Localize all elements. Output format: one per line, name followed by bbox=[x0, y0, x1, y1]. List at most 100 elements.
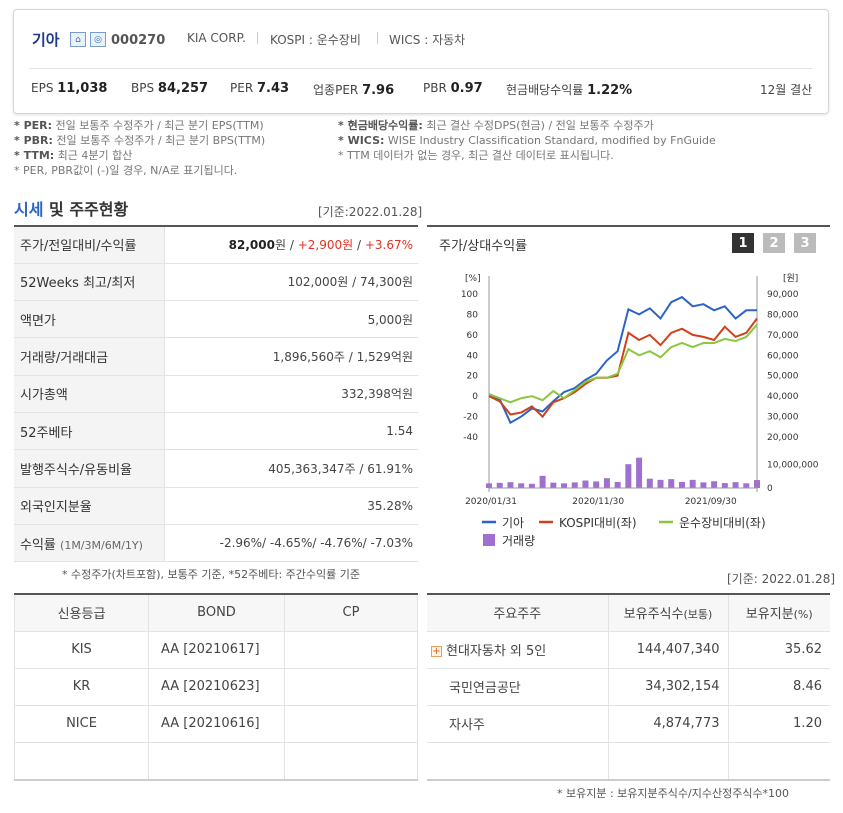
chart-page-3-button[interactable]: 3 bbox=[794, 233, 816, 253]
note-negative: * PER, PBR값이 (-)일 경우, N/A로 표기됩니다. bbox=[14, 164, 238, 177]
company-name: 기아 bbox=[32, 31, 60, 49]
x-tick-label: 2020/11/30 bbox=[572, 497, 624, 507]
volume-bar bbox=[539, 475, 546, 488]
chart-title: 주가/상대수익률 bbox=[439, 239, 528, 254]
holder-shares: 4,874,773 bbox=[608, 705, 729, 743]
divider bbox=[427, 779, 830, 781]
metric-dividend-yield: 현금배당수익률 1.22% bbox=[506, 83, 633, 98]
stock-code: 000270 bbox=[111, 33, 166, 48]
divider bbox=[257, 32, 258, 44]
row-label: 52Weeks 최고/최저 bbox=[14, 263, 165, 302]
row-label: 외국인지분율 bbox=[14, 487, 165, 525]
volume-tick-label: 10,000,000 bbox=[767, 461, 819, 471]
row-label: 주가/전일대비/수익률 bbox=[14, 224, 165, 264]
home-icon[interactable]: ⌂ bbox=[70, 32, 86, 47]
table-row: + 현대자동차 외 5인 144,407,340 35.62 bbox=[427, 631, 830, 669]
homepage-icon[interactable]: ◎ bbox=[90, 32, 106, 47]
metric-pbr: PBR 0.97 bbox=[423, 81, 483, 96]
holders-base-date: [기준: 2022.01.28] bbox=[727, 572, 836, 586]
note-dividend: * 현금배당수익률: 최근 결산 수정DPS(현금) / 전일 보통주 수정주가 bbox=[338, 119, 654, 132]
volume-bar bbox=[614, 481, 621, 488]
chart-page-2-button[interactable]: 2 bbox=[763, 233, 785, 253]
row-value: 332,398억원 bbox=[164, 375, 418, 413]
bond-rating: AA [20210616] bbox=[148, 704, 285, 743]
row-value: 102,000원 / 74,300원 bbox=[164, 263, 418, 302]
cp-rating bbox=[284, 630, 418, 669]
holder-name bbox=[427, 742, 609, 780]
holder-ratio: 1.20 bbox=[728, 705, 830, 743]
holder-name[interactable]: + 현대자동차 외 5인 bbox=[427, 631, 609, 669]
cp-rating bbox=[284, 741, 418, 780]
row-label: 52주베타 bbox=[14, 412, 165, 451]
volume-bar bbox=[668, 479, 675, 488]
table-header-row: 주요주주 보유주식수(보통) 보유지분(%) bbox=[427, 593, 830, 632]
english-name: KIA CORP. bbox=[187, 31, 246, 45]
row-value: 405,363,347주 / 61.91% bbox=[164, 449, 418, 488]
right-tick-label: 80,000 bbox=[767, 310, 799, 320]
right-tick-label: 30,000 bbox=[767, 413, 799, 423]
quote-base-date: [기준:2022.01.28] bbox=[318, 205, 423, 219]
section-title: 시세 및 주주현황 bbox=[14, 200, 129, 219]
volume-bar bbox=[571, 482, 578, 488]
volume-bar bbox=[603, 478, 610, 488]
right-tick-label: 20,000 bbox=[767, 433, 799, 443]
col-header: CP bbox=[284, 593, 418, 632]
row-label: 발행주식수/유동비율 bbox=[14, 449, 165, 488]
notes-right: * 현금배당수익률: 최근 결산 수정DPS(현금) / 전일 보통주 수정주가… bbox=[338, 118, 716, 163]
volume-bar bbox=[689, 479, 696, 488]
credit-rating-table: 신용등급 BOND CP KIS AA [20210617] KR AA [2021… bbox=[14, 593, 418, 780]
col-header: 보유주식수(보통) bbox=[608, 593, 729, 632]
metric-eps: EPS 11,038 bbox=[31, 81, 108, 96]
holder-shares: 144,407,340 bbox=[608, 631, 729, 669]
table-row: 시가총액 332,398억원 bbox=[14, 375, 418, 413]
holder-ratio: 35.62 bbox=[728, 631, 830, 669]
right-tick-label: 70,000 bbox=[767, 331, 799, 341]
row-value: 1,896,560주 / 1,529억원 bbox=[164, 337, 418, 376]
note-ttm: * TTM: 최근 4분기 합산 bbox=[14, 149, 133, 162]
left-tick-label: 40 bbox=[467, 351, 479, 361]
table-row: 52Weeks 최고/최저 102,000원 / 74,300원 bbox=[14, 263, 418, 302]
settlement-month: 12월 결산 bbox=[760, 83, 813, 97]
bond-rating: AA [20210617] bbox=[148, 630, 285, 669]
volume-bar bbox=[507, 482, 514, 488]
table-row: 거래량/거래대금 1,896,560주 / 1,529억원 bbox=[14, 337, 418, 376]
right-tick-label: 60,000 bbox=[767, 351, 799, 361]
wics-sector: WICS : 자동차 bbox=[389, 33, 466, 47]
left-tick-label: 100 bbox=[461, 290, 478, 300]
volume-tick-label: 0 bbox=[767, 484, 773, 494]
row-label: 수익률 (1M/3M/6M/1Y) bbox=[14, 524, 165, 563]
holder-ratio bbox=[728, 742, 830, 780]
bond-rating bbox=[148, 741, 285, 780]
x-tick-label: 2020/01/31 bbox=[465, 497, 517, 507]
volume-bar bbox=[518, 483, 525, 488]
right-tick-label: 50,000 bbox=[767, 372, 799, 382]
table-row: KR AA [20210623] bbox=[14, 667, 418, 706]
chart-page-1-button[interactable]: 1 bbox=[732, 233, 754, 253]
metric-bps: BPS 84,257 bbox=[131, 81, 209, 96]
table-row bbox=[427, 742, 830, 780]
holders-footnote: * 보유지분 : 보유지분주식수/지수산정주식수*100 bbox=[557, 787, 790, 800]
note-pbr: * PBR: 전일 보통주 수정주가 / 최근 분기 BPS(TTM) bbox=[14, 134, 266, 147]
table-row: KIS AA [20210617] bbox=[14, 630, 418, 669]
holder-shares: 34,302,154 bbox=[608, 668, 729, 706]
table-row: 주가/전일대비/수익률 82,000원 / +2,900원 / +3.67% bbox=[14, 224, 418, 264]
row-label: 거래량/거래대금 bbox=[14, 337, 165, 376]
col-header: BOND bbox=[148, 593, 285, 632]
agency: NICE bbox=[14, 704, 149, 743]
volume-bar bbox=[636, 457, 643, 488]
expand-plus-icon[interactable]: + bbox=[431, 646, 442, 657]
legend-label-volume: 거래량 bbox=[502, 534, 535, 548]
row-value: 1.54 bbox=[164, 412, 418, 451]
bond-rating: AA [20210623] bbox=[148, 667, 285, 706]
note-per: * PER: 전일 보통주 수정주가 / 최근 분기 EPS(TTM) bbox=[14, 119, 264, 132]
series-line-2 bbox=[488, 317, 758, 419]
left-tick-label: 60 bbox=[467, 331, 479, 341]
table-row: 발행주식수/유동비율 405,363,347주 / 61.91% bbox=[14, 449, 418, 488]
left-tick-label: 80 bbox=[467, 310, 479, 320]
col-header: 주요주주 bbox=[427, 593, 609, 632]
holder-shares bbox=[608, 742, 729, 780]
left-tick-label: -40 bbox=[463, 433, 478, 443]
left-tick-label: 20 bbox=[467, 372, 479, 382]
volume-bar bbox=[657, 479, 664, 488]
table-row: NICE AA [20210616] bbox=[14, 704, 418, 743]
